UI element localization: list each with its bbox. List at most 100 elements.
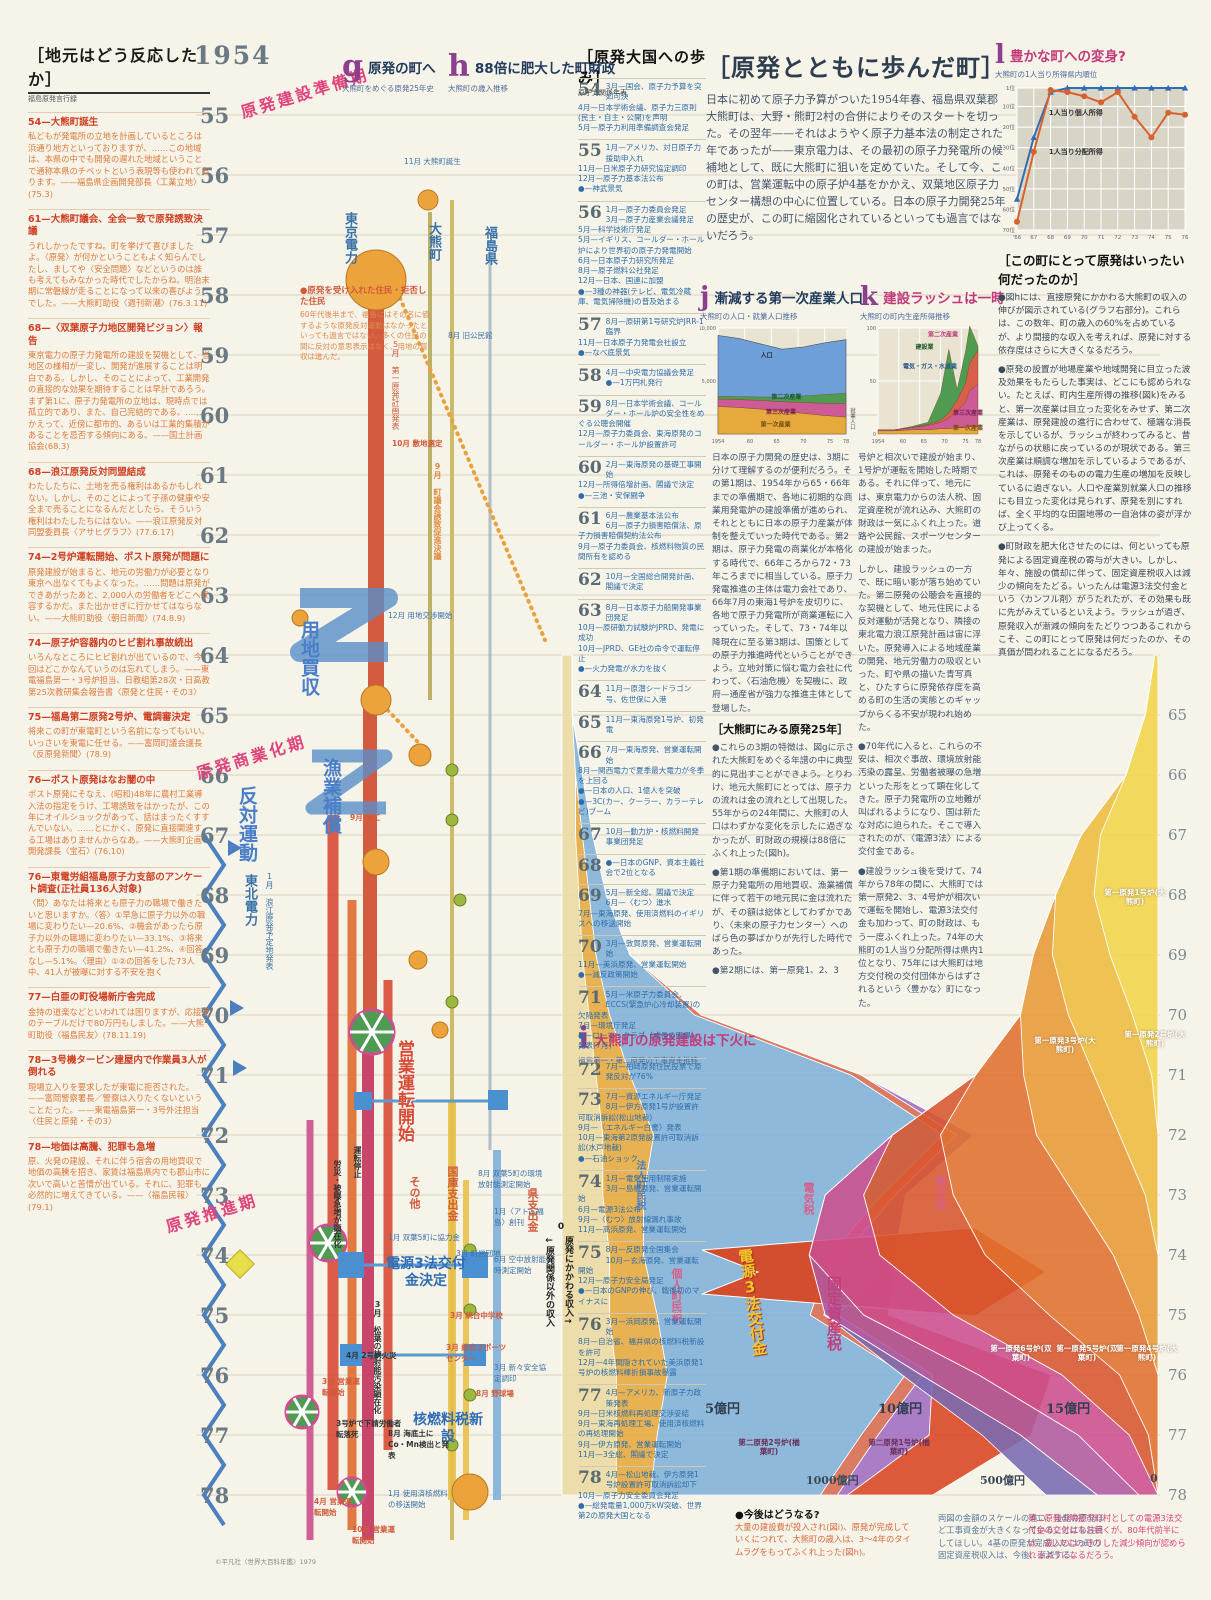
chart-k-subtitle: 大熊町の町内生産所得推移 [860, 312, 950, 321]
label-commercial-operation: 営業運転開始 [394, 1040, 414, 1142]
scale-note: 両図の金額のスケールの違い、後発の原発ほど工事資金が大きくなっていることにも注目… [938, 1513, 1104, 1561]
quote-entry-body: 〈問〉あなたは将来とも原子力の職場で働きたいと思いますか。〈答〉①早急に原子力以… [28, 898, 206, 977]
diagram-label-34: 1月〈アトム福島〉創刊 [494, 1207, 544, 1227]
chart-k-box: k 建設ラッシュは一時 大熊町の町内生産所得推移 100 50 0 1954 60 65 7… [860, 284, 1005, 446]
svg-text:第二次産業: 第二次産業 [927, 330, 959, 338]
chronology-item: ●—減反政策開始 [578, 969, 638, 979]
svg-text:75: 75 [827, 439, 833, 445]
chronology-item: 6月—日本原子力研究所発足 [578, 255, 674, 265]
diagram-label-42: 4月 2号炉火災 [346, 1351, 397, 1360]
chronology-item: 6月—〈むつ〉進水 [605, 898, 672, 908]
chronology-year: 58 [578, 366, 602, 386]
chronology-block: 77 4月—アメリカ、新原子力政策発表 9月—日米核燃料再処理交渉妥結 9月—東海再処… [578, 1384, 706, 1460]
quote-entry-body: 現場立入りを要求したが東電に拒否された。——富岡警察署長／警察は入りたくないとい… [28, 1081, 203, 1127]
residents-annotation-body: 60年代後半まで、福島にはその名に値するような原発反対運動はなかったといっても過… [300, 310, 430, 362]
chronology-block: 65 11月—東海原発1号炉、初発電 [578, 710, 706, 736]
chronology-block: 61 6月—農業基本法公布 6月—原子力損害賠償法、原子力損害賠償契約法公布 9月—原… [578, 506, 706, 562]
diagram-label-56: 第一原発5号炉(双葉町) [1056, 1344, 1118, 1363]
diagram-label-52: 第一原発1号炉(大熊町) [1104, 888, 1166, 907]
svg-text:建設業: 建設業 [916, 343, 935, 351]
chronology-item: 7月—東海原発、営業運転開始 [605, 745, 702, 765]
title-block: ［原発とともに歩んだ町］ 日本に初めて原子力予算がついた1954年春、福島県双葉… [706, 48, 1006, 244]
chronology-block: 69 5月—新全総、閣議で決定 6月—〈むつ〉進水 7月—東海原発、使用済燃料のイギリ… [578, 884, 706, 929]
chronology-year: 74 [578, 1171, 602, 1192]
chronology-item: 11月—原潜シードラゴン号、佐世保に入港 [605, 684, 692, 704]
chronology-item: ●—日本のGNP、資本主義社会で2位となる [605, 857, 705, 877]
chronology-item: 6月—電源3法公布 [578, 1204, 641, 1214]
year-label: 57 [200, 223, 230, 248]
chronology-block: 63 8月—日本原子力船開発事業団発足 10月—原研動力試験炉JPRD、発電に成功 1… [578, 598, 706, 675]
chronology-item: 11月—美浜原発、営業運転開始 [578, 959, 687, 969]
section-letter-g: g [342, 49, 363, 84]
chronology-item: 10月—玄海原発、営業運転開始 [578, 1255, 699, 1275]
quote-entry: 68—浪江原発反対同盟結成 わたしたちに、土地を売る権利はあるかもしれない。しかし… [28, 461, 210, 539]
diagram-label-45: 8月 海底土にCo・Mn検出と発表 [388, 1429, 449, 1460]
svg-text:72: 72 [1114, 235, 1121, 241]
article-column-right: ［この町にとって原発はいったい何だったのか］ ●図hには、直接原発にかかわる大熊… [998, 244, 1192, 666]
section-letter-h: h [448, 49, 470, 84]
article-col2-para: ●建設ラッシュ後を受けて、74年から78年の間に、大熊町では第一原発2、3、4号… [858, 866, 984, 1009]
chronology-item: ●—なべ底景気 [578, 347, 631, 357]
svg-text:50位: 50位 [1003, 185, 1016, 193]
diagram-label-41: 3月 松葉の放射能汚染顕在化 [373, 1300, 382, 1414]
quote-entry-body: 私どもが発電所の立地を計画しているところは浜通り地方といっておりますが、……この… [28, 131, 210, 199]
chronology-item: 4月—松山地裁、伊方原発1号炉設置許可取消訴訟却下 [605, 1470, 699, 1490]
diagram-label-46: 1月 使用済核燃料の移送開始 [388, 1489, 448, 1509]
diagram-label-38: 3月 総合スポーツセンター [446, 1343, 507, 1363]
quote-entry: 61—大熊町議会、全会一致で原発誘致決議 うれしかったですね。町を挙げて喜びました… [28, 208, 210, 309]
diagram-label-20: 労災・被曝急増が顕在化 [333, 1160, 342, 1248]
diagram-label-33: 8月 双葉5町の環境放射能測定開始 [478, 1169, 543, 1189]
chronology-item: 5月—イギリス、コールダー・ホール炉により世界初の原子力発電開始 [578, 235, 705, 255]
chronology-block: 60 2月—東海原発の基礎工事開始 12月—所得倍増計画、閣議で決定 ●—三池・安保闘… [578, 455, 706, 501]
future-note-title: ●今後はどうなる? [735, 1510, 820, 1521]
year-label: 76 [200, 1363, 230, 1388]
diagram-label-25: 個人町民税 [670, 1268, 683, 1323]
section-i-subtitle: 福島第一・第二原発の工事資金推移 [578, 1056, 698, 1065]
quote-entry-title: 61—大熊町議会、全会一致で原発誘致決議 [28, 213, 203, 238]
svg-text:71: 71 [1098, 235, 1105, 241]
diagram-label-37: 3月 統合中学校 [450, 1311, 503, 1320]
chronology-item: 8月—原子燃料公社発足 [578, 266, 659, 275]
svg-text:'66: '66 [1013, 235, 1022, 241]
chronology-block: 68 ●—日本のGNP、資本主義社会で2位となる [578, 853, 706, 879]
chronology-item: ●—日本のGNPの伸び、戦後初のマイナスに [578, 1286, 700, 1306]
svg-text:第三次産業: 第三次産業 [765, 408, 797, 416]
svg-text:60: 60 [900, 439, 906, 445]
chronology-year: 67 [578, 825, 602, 845]
label-property-tax: 固定資産税 [825, 1276, 843, 1351]
section-h-header: h 88倍に肥大した町財政 大熊町の歳入推移 [448, 52, 615, 94]
chronology-year: 73 [578, 1090, 602, 1110]
chronology-year: 66 [578, 743, 602, 764]
chronology-item: 9月—東海再処理工場、使用済核燃料の再処理開始 [578, 1419, 705, 1439]
diagram-label-11: 9月 町議会誘致促進決議 [433, 462, 442, 560]
chronology-subtitle: 原子力関係年表 [578, 89, 627, 97]
chronology-item: 9月—伊方原発、営業運転開始 [578, 1439, 682, 1449]
year-label-right: 78 [1168, 1486, 1188, 1504]
quote-entry-title: 78—3号機タービン建屋内で作業員3人が倒れる [28, 1055, 207, 1079]
chronology-year: 75 [578, 1243, 602, 1264]
svg-text:78: 78 [975, 439, 981, 445]
right-column-para: ●図hには、直接原発にかかわる大熊町の収入の伸びが図示されている(グラフ右部分)… [998, 293, 1192, 356]
year-label: 71 [200, 1063, 230, 1088]
chronology-year: 61 [578, 508, 602, 529]
svg-text:60位: 60位 [1003, 205, 1016, 213]
chronology-year: 54 [578, 80, 602, 100]
svg-text:68: 68 [1047, 235, 1054, 241]
year-label-right: 66 [1168, 766, 1188, 784]
svg-text:74: 74 [1148, 235, 1155, 241]
chronology-item: 8月—原研第1号研究炉JRR-1臨界 [605, 317, 704, 337]
article-col2-para: 号炉と相次いで建設が始まり、1号炉が運転を開始した時期である。それに伴って、地元… [858, 453, 982, 556]
year-label-right: 70 [1168, 1006, 1188, 1024]
article-column-2: 号炉と相次いで建設が始まり、1号炉が運転を開始した時期である。それに伴って、地元… [858, 452, 986, 1017]
section-i-header: i 大熊町の原発建設は下火に 福島第一・第二原発の工事資金推移 [578, 1024, 757, 1066]
chronology-item: 9月—〈むつ〉放射線漏れ事故 [578, 1214, 682, 1224]
diagram-label-10: 8月 旧公民館 [448, 331, 493, 340]
diagram-label-27: 寄付金 [934, 1176, 947, 1209]
diagram-label-61: 10億円 [878, 1402, 923, 1417]
right-column-para: ●原発の設置が地場産業や地域開発に目立った波及効果をもたらした事実は、どこにも認… [998, 364, 1192, 534]
left-column-subheader: 福島原発言行録 [28, 95, 77, 103]
chronology-year: 63 [578, 600, 602, 621]
